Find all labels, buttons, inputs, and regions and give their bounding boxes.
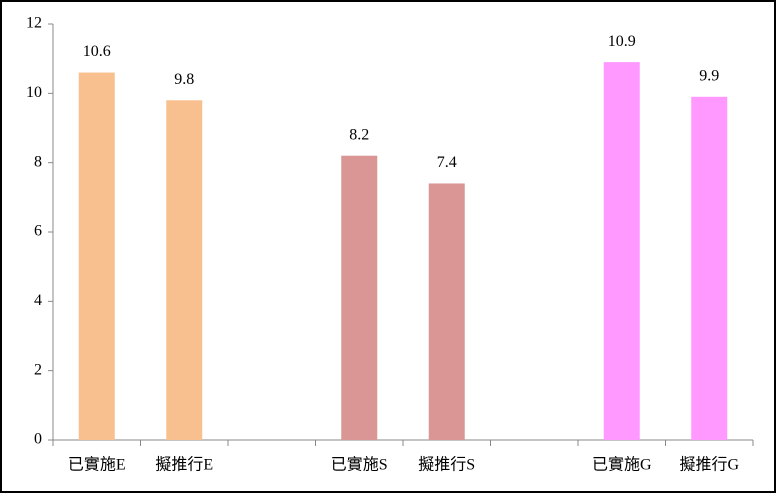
data-label: 9.8 <box>174 71 194 88</box>
data-label: 10.9 <box>608 33 636 50</box>
y-tick-label: 8 <box>34 153 42 170</box>
bar <box>78 72 115 441</box>
y-tick-label: 12 <box>26 15 42 32</box>
x-tick-label: 已實施G <box>592 455 652 474</box>
y-tick-label: 4 <box>34 292 42 309</box>
bar <box>603 62 640 441</box>
x-tick-label: 擬推行S <box>418 456 475 474</box>
bar <box>341 155 378 440</box>
x-tick-label: 已實施S <box>331 455 388 474</box>
y-tick-label: 2 <box>34 361 42 378</box>
bar <box>428 183 465 440</box>
x-tick-label: 擬推行E <box>155 456 213 474</box>
data-label: 8.2 <box>349 126 369 143</box>
y-tick-label: 0 <box>34 431 42 448</box>
data-label: 7.4 <box>437 154 457 171</box>
x-tick-label: 擬推行G <box>679 456 739 474</box>
bar <box>691 96 728 441</box>
bar <box>166 100 203 441</box>
data-label: 9.9 <box>699 67 719 84</box>
y-tick-label: 10 <box>26 84 42 101</box>
data-label: 10.6 <box>83 43 111 60</box>
x-tick-label: 已實施E <box>68 455 126 474</box>
y-tick-label: 6 <box>34 223 42 240</box>
